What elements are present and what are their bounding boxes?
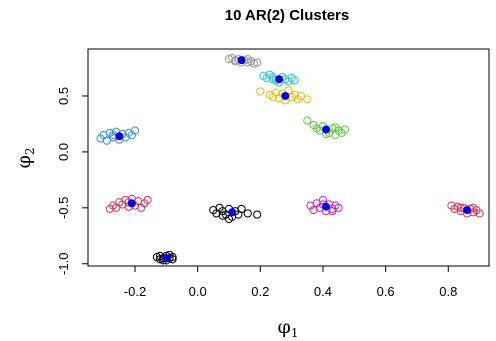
cluster-centroid-10 (162, 254, 171, 263)
x-axis-label-subscript: 1 (291, 326, 299, 340)
cluster-centroid-9 (463, 206, 472, 215)
data-point (253, 210, 262, 219)
x-tick-label: 0.6 (377, 284, 395, 299)
data-point (331, 123, 340, 132)
x-tick-label: 0.0 (189, 284, 207, 299)
data-point (102, 136, 111, 145)
cluster-centroid-5 (115, 132, 124, 141)
x-tick-label: 0.8 (439, 284, 457, 299)
data-point (218, 211, 227, 220)
data-point (303, 116, 312, 125)
cluster-centroid-6 (127, 199, 136, 208)
data-point (290, 76, 299, 85)
cluster-centroid-3 (281, 91, 290, 100)
x-axis: -0.2 0.0 0.2 0.4 0.6 0.8 (124, 265, 457, 299)
y-tick-label: 0.0 (56, 143, 71, 161)
data-point (318, 195, 328, 205)
data-point (268, 92, 277, 102)
x-axis-label: φ1 (278, 316, 299, 340)
y-tick-label: -1.0 (56, 253, 71, 275)
data-point (334, 203, 343, 212)
cluster-centroid-8 (322, 202, 331, 211)
cluster-centroid-7 (228, 208, 237, 217)
y-axis-label-subscript: 2 (23, 148, 37, 156)
cluster-centroid-4 (322, 125, 331, 134)
y-tick-label: -0.5 (56, 197, 71, 219)
chart-title: 10 AR(2) Clusters (225, 7, 349, 24)
data-point (475, 209, 484, 218)
x-tick-label: 0.2 (251, 284, 269, 299)
y-tick-label: 0.5 (56, 87, 71, 105)
data-point (340, 125, 349, 134)
data-point (224, 214, 234, 224)
cluster-centroid-1 (237, 56, 246, 65)
data-point (253, 58, 262, 67)
data-point (296, 91, 306, 101)
points-layer (96, 53, 484, 265)
cluster-3 (256, 86, 312, 105)
x-axis-label-symbol: φ (278, 316, 291, 338)
cluster-9 (447, 201, 484, 218)
data-point (256, 87, 265, 96)
cluster-2 (259, 70, 299, 87)
data-point (143, 195, 152, 205)
data-point (130, 126, 140, 135)
data-point (237, 204, 246, 214)
y-axis: -1.0 -0.5 0.0 0.5 (56, 87, 89, 275)
cluster-centroid-2 (275, 75, 284, 84)
data-point (328, 207, 337, 216)
y-axis-label-symbol: φ (13, 155, 35, 168)
y-axis-label: φ2 (13, 148, 37, 169)
x-tick-label: 0.4 (314, 284, 332, 299)
data-point (303, 95, 312, 104)
centroids-layer (115, 56, 472, 263)
x-tick-label: -0.2 (124, 284, 146, 299)
data-point (243, 209, 252, 218)
